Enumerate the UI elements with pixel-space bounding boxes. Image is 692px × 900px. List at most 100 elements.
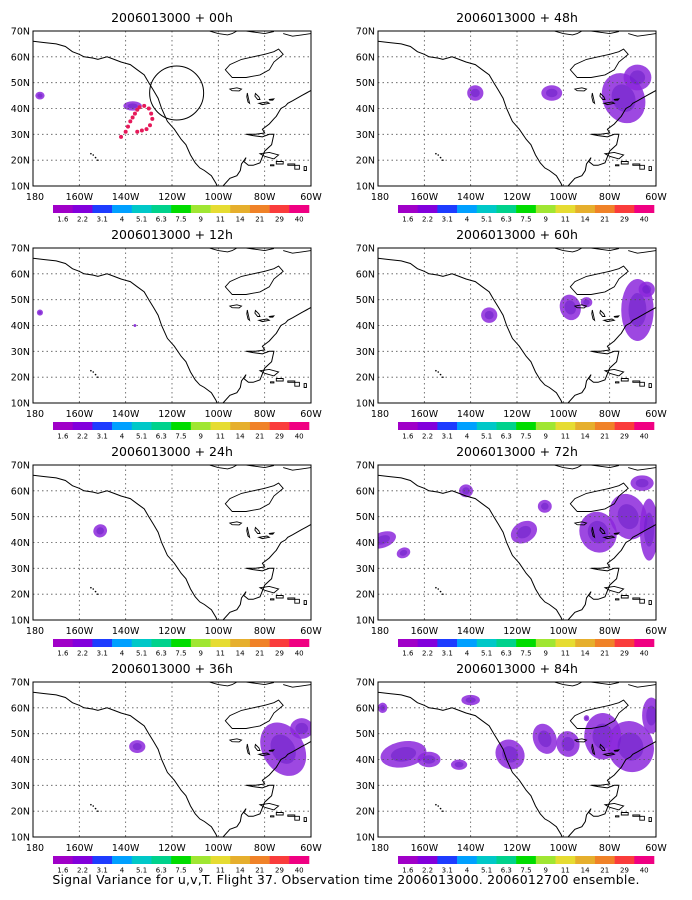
map-frame [32,30,312,187]
colorbar-swatch [190,639,211,647]
colorbar-swatch [555,422,576,430]
colorbar-label: 9 [543,216,547,224]
colorbar-label: 9 [543,867,547,875]
caribbean-island [303,600,307,605]
hawaii-island [437,371,440,373]
colorbar-swatch [437,856,458,864]
signal-variance-core [470,88,480,98]
latitude-label: 70N [356,461,375,472]
colorbar-label: 1.6 [57,650,69,658]
colorbar-label: 21 [600,867,609,875]
colorbar-swatch [437,422,458,430]
signal-variance-core [127,103,138,109]
colorbar-swatch [476,856,497,864]
colorbar-label: 2.2 [422,433,433,441]
longitude-label: 60W [300,409,322,420]
colorbar-swatch [249,205,270,213]
signal-variance-core [295,722,309,735]
longitude-label: 180 [26,843,44,854]
hawaii-island [94,590,97,593]
latitude-label: 40N [356,755,375,766]
map-frame [32,464,312,621]
great-lake-outline [257,101,271,106]
colorbar-label: 14 [236,650,245,658]
hawaii-island [92,154,95,156]
hudson-bay-outline [569,699,629,729]
latitude-label: 50N [356,295,375,306]
colorbar-swatch [289,422,310,430]
signal-variance-core [540,502,549,510]
colorbar-label: 4 [465,216,470,224]
colorbar-swatch [249,856,270,864]
latitude-label: 40N [11,755,30,766]
great-lake-outline [246,309,251,322]
colorbar-swatch [269,205,290,213]
figure-caption: Signal Variance for u,v,T. Flight 37. Ob… [52,872,640,887]
latitude-label: 10N [356,833,375,844]
hawaii-island [97,810,99,812]
hawaii-island [435,152,437,155]
colorbar-label: 29 [275,433,284,441]
longitude-label: 120W [158,192,186,203]
longitude-label: 60W [300,192,322,203]
panel-title: 2006013000 + 00h [111,10,233,25]
longitude-label: 80W [254,192,276,203]
longitude-label: 160W [66,192,94,203]
latitude-label: 10N [11,616,30,627]
colorbar-label: 40 [640,650,649,658]
colorbar-swatch [112,856,133,864]
colorbar-label: 5.1 [481,216,492,224]
longitude-label: 140W [457,192,485,203]
hawaii-island [92,805,95,807]
colorbar-label: 7.5 [175,650,186,658]
observation-point [128,119,133,124]
longitude-label: 100W [550,409,578,420]
latitude-label: 70N [11,27,30,38]
great-lake-outline [602,318,616,323]
colorbar-swatch [151,639,172,647]
arctic-coastline [628,684,656,688]
caribbean-island [603,368,625,377]
map-panel: 2006013000 + 24h 70N 60N 50N 40N 30N 20N 10N180… [11,444,323,658]
great-lake-outline [228,304,243,309]
caribbean-island [287,597,296,600]
colorbar-swatch [230,639,251,647]
latitude-label: 10N [11,399,30,410]
caribbean-island [270,598,275,601]
colorbar-swatch [575,856,596,864]
arctic-coastline [628,33,656,37]
coastline [33,474,311,620]
longitude-label: 120W [158,409,186,420]
observation-point [119,134,124,139]
colorbar-label: 6.3 [156,216,167,224]
signal-variance-core [583,299,590,306]
colorbar-label: 21 [255,433,264,441]
longitude-label: 80W [599,192,621,203]
colorbar-swatch [289,205,310,213]
longitude-label: 80W [599,626,621,637]
colorbar-label: 2.2 [77,433,88,441]
colorbar-swatch [496,422,517,430]
colorbar-swatch [210,639,231,647]
great-lake-outline [613,749,620,752]
latitude-label: 20N [356,590,375,601]
latitude-label: 20N [356,156,375,167]
hawaii-island [97,593,99,595]
arctic-coastline [246,31,275,35]
hawaii-island [435,803,437,806]
colorbar-label: 1.6 [57,216,69,224]
latitude-label: 20N [356,807,375,818]
latitude-label: 50N [356,512,375,523]
arctic-coastline [283,250,311,254]
caribbean-island [615,164,620,167]
latitude-label: 50N [356,729,375,740]
colorbar-swatch [151,856,172,864]
colorbar-swatch [249,639,270,647]
longitude-label: 120W [503,409,531,420]
observation-point [142,103,147,108]
latitude-label: 70N [11,244,30,255]
coastline [33,40,311,186]
great-lake-outline [613,532,620,535]
colorbar-label: 2.2 [422,650,433,658]
colorbar-label: 5.1 [136,867,147,875]
